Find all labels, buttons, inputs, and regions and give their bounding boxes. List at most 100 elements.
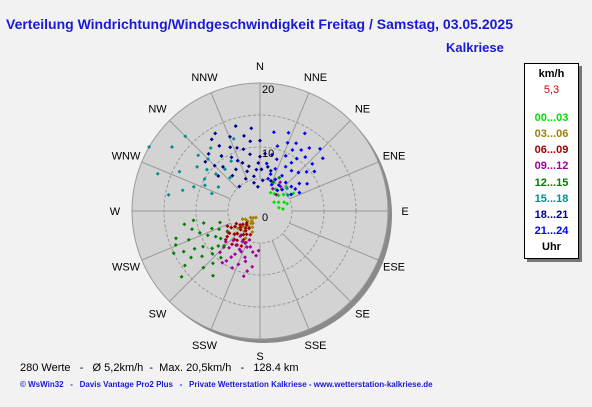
legend-time-label: Uhr [542, 241, 561, 253]
legend-period-09-12: 09...12 [534, 160, 569, 172]
grid-spoke [282, 233, 351, 302]
legend-period-06-09: 06...09 [534, 144, 569, 156]
data-point [195, 164, 200, 169]
legend-period-03-06: 03...06 [534, 128, 569, 140]
data-point [224, 258, 229, 263]
data-point [294, 156, 299, 161]
grid-spoke [271, 92, 310, 182]
data-point [241, 147, 246, 152]
data-point [260, 178, 265, 183]
data-point [180, 188, 185, 193]
data-point [233, 124, 238, 129]
data-point [213, 172, 218, 176]
data-point [258, 154, 262, 159]
data-point [182, 263, 187, 268]
grid-spoke [169, 120, 238, 189]
data-point [286, 130, 291, 135]
data-point [240, 160, 245, 165]
data-point [283, 153, 288, 158]
data-point [269, 182, 274, 187]
data-point [213, 131, 218, 136]
data-point [248, 139, 253, 144]
data-point [232, 232, 237, 237]
data-point [258, 138, 262, 143]
data-point [196, 153, 201, 158]
data-point [231, 136, 236, 141]
grid-spoke [141, 161, 231, 200]
data-point [243, 217, 248, 222]
direction-label: WSW [112, 262, 141, 274]
data-point [254, 253, 259, 258]
data-point [183, 134, 188, 139]
data-point [221, 164, 225, 169]
data-point [213, 234, 218, 239]
data-point [254, 167, 259, 172]
grid-spoke [289, 161, 379, 200]
data-point [245, 169, 250, 174]
data-point [276, 200, 281, 205]
grid-spoke [141, 222, 231, 261]
data-point [206, 151, 211, 156]
data-point [206, 157, 210, 161]
data-point [239, 244, 244, 248]
data-point [243, 228, 248, 233]
data-point [228, 134, 232, 139]
direction-label: E [401, 206, 408, 218]
data-point [233, 252, 237, 257]
direction-label: NE [355, 104, 370, 116]
direction-label: NNW [191, 72, 218, 84]
data-point [218, 220, 222, 225]
data-point [235, 158, 240, 163]
data-point [182, 222, 187, 227]
data-point [212, 163, 217, 168]
data-point [218, 236, 223, 241]
data-point [238, 227, 243, 232]
legend-box: km/h 5,3 00...03 03...06 06...09 09...12… [524, 63, 579, 259]
data-point [225, 234, 230, 239]
data-point [216, 244, 221, 248]
data-point [242, 133, 246, 138]
data-point [303, 155, 308, 160]
data-point [200, 254, 204, 259]
direction-label: SSE [304, 340, 326, 352]
data-point [285, 140, 290, 145]
direction-label: SW [149, 309, 167, 321]
data-point [238, 234, 243, 239]
direction-label: ENE [383, 151, 406, 163]
ring-label: 10 [262, 148, 274, 160]
data-point [277, 175, 282, 180]
data-point [263, 151, 267, 156]
data-point [244, 245, 249, 250]
data-point [238, 222, 243, 227]
data-point [234, 243, 239, 248]
data-point [243, 255, 247, 260]
data-point [235, 238, 240, 243]
legend-period-18-21: 18...21 [534, 209, 569, 221]
data-point [218, 255, 223, 260]
data-point [246, 164, 251, 169]
data-point [228, 145, 233, 150]
data-point [217, 227, 222, 232]
footer-credits: © WsWin32 - Davis Vantage Pro2 Plus - Pr… [20, 380, 433, 389]
footer-stats: 280 Werte - Ø 5,2km/h - Max. 20,5km/h - … [20, 362, 299, 374]
data-point [208, 146, 213, 150]
data-point [234, 167, 238, 172]
data-point [205, 167, 209, 172]
data-point [192, 246, 197, 251]
direction-label: SE [355, 309, 370, 321]
data-point [250, 230, 255, 234]
data-point [201, 221, 206, 225]
data-point [248, 232, 253, 237]
data-point [186, 237, 191, 242]
grid-spoke [210, 240, 249, 330]
data-point [252, 180, 256, 185]
data-point [203, 159, 208, 164]
grid-spoke [282, 120, 351, 189]
data-point [229, 155, 234, 160]
data-point [244, 232, 249, 237]
data-point [223, 167, 227, 172]
data-point [285, 201, 290, 206]
data-point [274, 157, 279, 162]
data-point [225, 224, 230, 229]
data-point [209, 191, 214, 196]
